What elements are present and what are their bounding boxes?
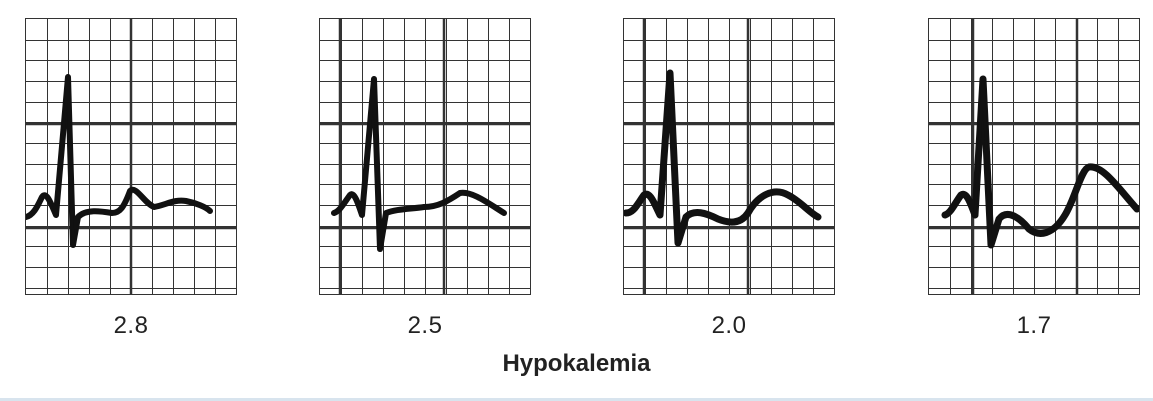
ecg-panel-1 [25, 18, 237, 295]
potassium-label-1: 2.8 [113, 312, 149, 339]
ecg-trace [331, 76, 507, 252]
ecg-trace [941, 75, 1139, 249]
potassium-label-4: 1.7 [1016, 312, 1052, 339]
potassium-label-2: 2.5 [407, 312, 443, 339]
ecg-grid-3 [624, 19, 834, 294]
ecg-trace [624, 69, 822, 247]
bottom-divider [0, 398, 1153, 401]
ecg-panel-2 [319, 18, 531, 295]
ecg-grid-2 [320, 19, 530, 294]
qrs-spike [658, 72, 680, 244]
ecg-trace [26, 74, 213, 248]
qrs-spike [54, 76, 75, 246]
qrs-spike [360, 78, 382, 250]
qrs-spike [973, 78, 993, 246]
ecg-grid-4 [929, 19, 1139, 294]
figure-caption: Hypokalemia [502, 350, 651, 377]
ecg-panel-4 [928, 18, 1140, 295]
potassium-label-3: 2.0 [711, 312, 747, 339]
ecg-grid-1 [26, 19, 236, 294]
ecg-panel-3 [623, 18, 835, 295]
